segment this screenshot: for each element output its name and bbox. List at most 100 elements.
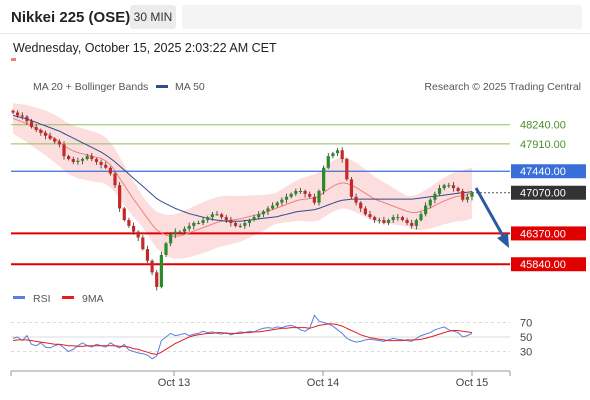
- candle-body: [224, 217, 228, 221]
- candle-body: [335, 150, 340, 154]
- datetime-label: Wednesday, October 15, 2025 2:03:22 AM C…: [13, 41, 277, 55]
- candle-body: [238, 225, 242, 227]
- candle-body: [122, 208, 126, 221]
- candle-body: [266, 208, 270, 212]
- candle-body: [252, 217, 256, 221]
- candle-body: [173, 231, 177, 235]
- candle-body: [210, 214, 214, 218]
- candle-body: [465, 196, 469, 200]
- candle-body: [182, 228, 187, 232]
- candle-body: [187, 225, 191, 229]
- x-tick-label-0: Oct 13: [158, 377, 190, 389]
- level-label-1: 47910.00: [520, 139, 566, 151]
- level-tag-5: [511, 257, 586, 272]
- candle-body: [127, 220, 131, 226]
- candle-body: [220, 214, 224, 218]
- candle-body: [428, 199, 432, 206]
- candle-body: [104, 164, 108, 168]
- candle-body: [461, 191, 465, 200]
- candle-body: [396, 217, 400, 219]
- candle-body: [368, 214, 372, 218]
- candlesticks: [11, 109, 474, 291]
- candle-body: [257, 214, 261, 218]
- candle-body: [76, 160, 80, 162]
- candle-body: [11, 110, 15, 113]
- candle-body: [131, 225, 136, 232]
- candle-body: [48, 135, 52, 139]
- candle-body: [155, 272, 159, 287]
- ma50-legend-label: MA 50: [175, 81, 205, 93]
- candle-body: [322, 167, 326, 191]
- projection-arrow-line: [474, 187, 505, 237]
- candle-body: [141, 237, 145, 250]
- rsi-ma-legend-swatch: [62, 296, 74, 299]
- rsi-legend-label: RSI: [33, 293, 51, 305]
- candle-body: [280, 199, 284, 203]
- candle-body: [247, 220, 252, 223]
- candle-body: [229, 220, 233, 223]
- candle-body: [67, 156, 71, 160]
- candle-body: [326, 156, 330, 168]
- candle-body: [159, 254, 163, 287]
- candle-body: [20, 115, 24, 117]
- projection-arrow: [474, 187, 509, 248]
- bollinger-band: [13, 103, 472, 259]
- candle-body: [62, 144, 66, 157]
- header-bar: Nikkei 225 (OSE) 30 MIN: [0, 0, 590, 34]
- candle-body: [391, 217, 395, 221]
- candle-body: [71, 159, 75, 162]
- candle-body: [400, 217, 405, 221]
- candle-body: [261, 211, 265, 215]
- candle-body: [294, 191, 298, 194]
- candle-body: [289, 193, 293, 197]
- level-tag-2: [511, 164, 586, 179]
- candle-body: [382, 220, 386, 223]
- candle-body: [39, 129, 43, 133]
- projection-arrow-head: [497, 233, 509, 248]
- candle-body: [80, 159, 85, 161]
- candle-body: [196, 222, 201, 224]
- candle-body: [164, 243, 168, 255]
- candle-body: [298, 191, 303, 192]
- level-label-3: 47070.00: [520, 188, 566, 200]
- candle-body: [178, 231, 182, 233]
- candle-body: [414, 220, 418, 226]
- moving-averages: [12, 114, 473, 237]
- candle-body: [451, 185, 456, 189]
- rsi-ma-legend-label: 9MA: [82, 293, 104, 305]
- candle-body: [201, 220, 205, 223]
- level-tag-3: [511, 185, 586, 200]
- candle-body: [470, 192, 474, 197]
- candle-body: [317, 191, 321, 203]
- candle-body: [85, 156, 89, 160]
- bollinger-band-area: [13, 103, 472, 259]
- ma20-legend-label: MA 20 + Bollinger Bands: [33, 81, 148, 93]
- timeframe-button[interactable]: 30 MIN: [130, 5, 176, 29]
- x-tick-label-1: Oct 14: [307, 377, 339, 389]
- level-label-5: 45840.00: [520, 259, 566, 271]
- level-label-2: 47440.00: [520, 166, 566, 178]
- candle-body: [192, 222, 196, 226]
- candle-body: [433, 193, 437, 200]
- candle-body: [99, 161, 103, 165]
- header-toolbar-area: [182, 5, 582, 29]
- candle-body: [34, 127, 38, 130]
- candle-body: [145, 249, 150, 261]
- candle-body: [308, 193, 312, 197]
- candle-body: [345, 159, 349, 180]
- candle-body: [373, 217, 377, 221]
- candle-body: [29, 121, 34, 128]
- candle-body: [447, 185, 451, 187]
- candle-body: [53, 138, 57, 142]
- candle-body: [57, 141, 61, 145]
- candle-body: [354, 196, 358, 203]
- candle-body: [419, 214, 423, 221]
- candle-body: [90, 156, 94, 160]
- candle-body: [118, 185, 122, 209]
- level-tag-4: [511, 226, 586, 241]
- candle-body: [405, 220, 409, 223]
- rsi-tick-70: 70: [520, 318, 532, 330]
- level-label-0: 48240.00: [520, 120, 566, 132]
- candle-body: [113, 173, 117, 186]
